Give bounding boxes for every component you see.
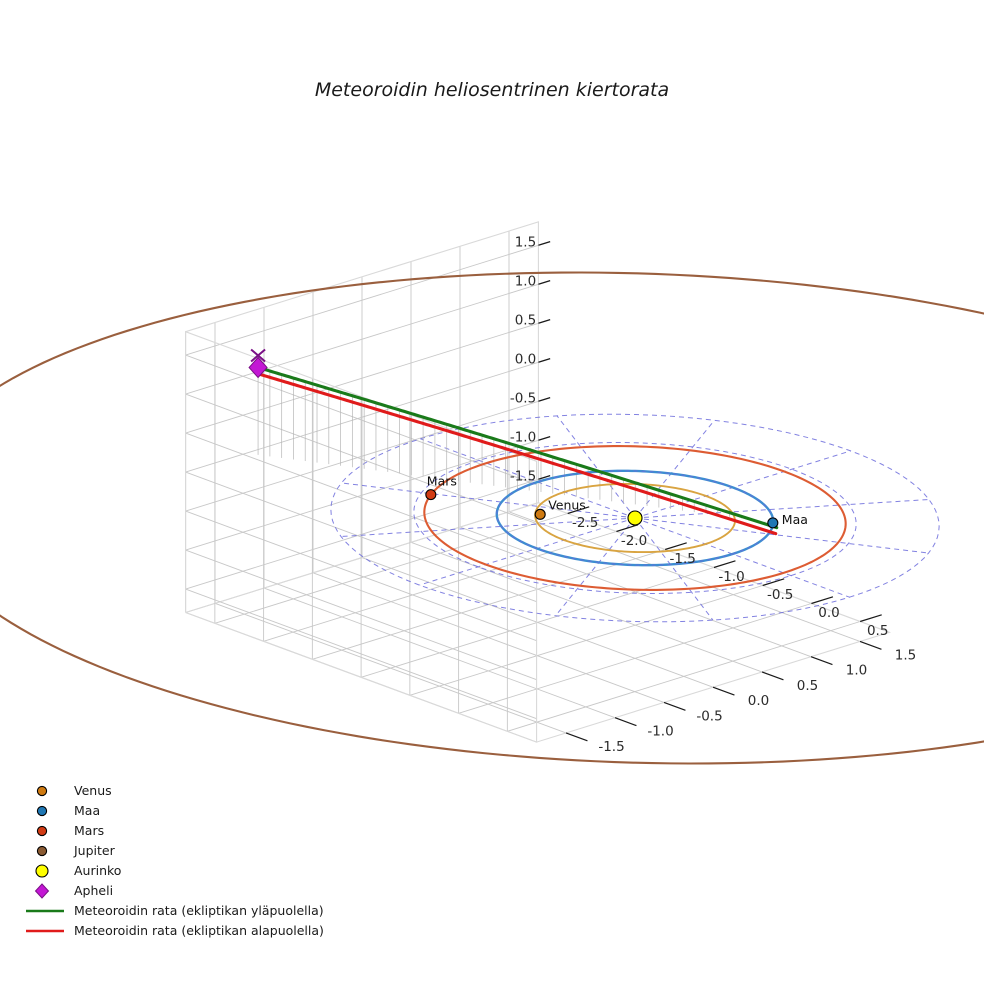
apheli-diamond	[248, 356, 268, 379]
axis-ticks: -2.5 -2.0 -1.5 -1.0 -0.5 0.0 0.5 -1.5 -1.0 -0.5 0.…	[510, 235, 916, 755]
venus-marker	[534, 508, 546, 520]
ztick-5: -1.0	[510, 430, 536, 446]
legend-label-jupiter: Jupiter	[73, 843, 116, 858]
legend-marker-jupiter	[36, 845, 48, 857]
axis-panes	[185, 221, 892, 743]
meteoroid-path-above	[256, 365, 779, 530]
body-maa: Maa	[767, 512, 808, 529]
body-aurinko	[627, 510, 643, 526]
legend: Venus Maa Mars Jupiter Aurinko Apheli Meteoroi…	[26, 783, 324, 938]
ytick-1: -1.0	[647, 724, 673, 740]
xtick-4: -0.5	[767, 587, 793, 603]
ytick-6: 1.5	[895, 647, 916, 663]
page-title: Meteoroidin heliosentrinen kiertorata	[315, 79, 669, 101]
ytick-0: -1.5	[598, 739, 624, 755]
ytick-5: 1.0	[846, 663, 867, 679]
legend-marker-venus	[36, 785, 48, 797]
xtick-3: -1.0	[718, 569, 744, 585]
ztick-0: 1.5	[515, 235, 536, 251]
xtick-5: 0.0	[818, 605, 839, 621]
legend-marker-maa	[36, 805, 48, 817]
meteoroid-trajectory	[255, 365, 779, 536]
legend-item-rata-alapuolella[interactable]: Meteoroidin rata (ekliptikan alapuolella…	[26, 923, 324, 938]
aphelion-marker	[248, 348, 268, 379]
ytick-2: -0.5	[696, 708, 722, 724]
meteoroid-path-below	[255, 371, 778, 536]
legend-label-maa: Maa	[74, 803, 100, 818]
ztick-3: 0.0	[515, 352, 536, 368]
legend-label-venus: Venus	[74, 783, 112, 798]
legend-label-mars: Mars	[74, 823, 104, 838]
xtick-6: 0.5	[867, 623, 888, 639]
ztick-6: -1.5	[510, 469, 536, 485]
legend-item-apheli[interactable]: Apheli	[34, 883, 114, 899]
ytick-4: 0.5	[797, 678, 818, 694]
legend-item-rata-ylapuolella[interactable]: Meteoroidin rata (ekliptikan yläpuolella…	[26, 903, 324, 918]
Jupiter-orbit	[0, 271, 984, 765]
label-venus: Venus	[548, 497, 586, 512]
legend-item-jupiter[interactable]: Jupiter	[36, 843, 116, 858]
body-mars: Mars	[425, 474, 457, 501]
legend-marker-apheli	[34, 883, 50, 899]
legend-marker-mars	[36, 825, 48, 837]
ztick-1: 1.0	[515, 274, 536, 290]
xtick-1: -2.0	[621, 533, 647, 549]
Mars-orbit	[423, 445, 847, 591]
legend-marker-aurinko	[35, 864, 49, 878]
ztick-2: 0.5	[515, 313, 536, 329]
ztick-4: -0.5	[510, 391, 536, 407]
maa-marker	[767, 517, 779, 529]
legend-label-rata-alapuolella: Meteoroidin rata (ekliptikan alapuolella…	[74, 923, 324, 938]
body-markers: Venus Maa Mars	[248, 348, 808, 529]
label-maa: Maa	[782, 512, 808, 527]
aurinko-marker	[627, 510, 643, 526]
xtick-0: -2.5	[572, 515, 598, 531]
orbit-stems	[257, 367, 778, 528]
legend-label-aurinko: Aurinko	[74, 863, 121, 878]
legend-item-venus[interactable]: Venus	[36, 783, 112, 798]
legend-item-aurinko[interactable]: Aurinko	[35, 863, 121, 878]
xtick-2: -1.5	[670, 551, 696, 567]
body-venus: Venus	[534, 497, 586, 520]
legend-item-maa[interactable]: Maa	[36, 803, 100, 818]
apheli-x	[250, 348, 266, 363]
ytick-3: 0.0	[748, 693, 769, 709]
mars-marker	[425, 489, 437, 501]
legend-label-apheli: Apheli	[74, 883, 113, 898]
legend-item-mars[interactable]: Mars	[36, 823, 104, 838]
legend-label-rata-ylapuolella: Meteoroidin rata (ekliptikan yläpuolella…	[74, 903, 324, 918]
label-mars: Mars	[427, 474, 457, 489]
